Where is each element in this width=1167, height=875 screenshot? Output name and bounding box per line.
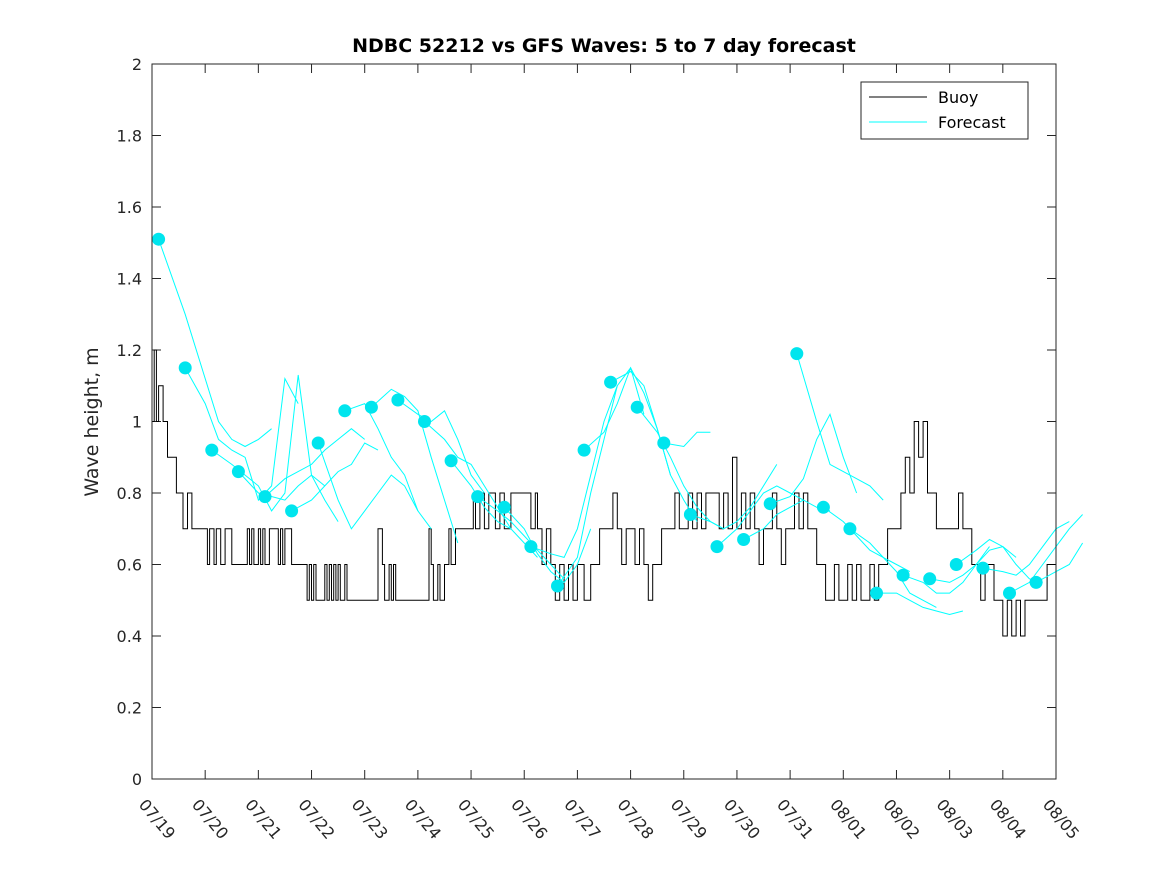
- legend-buoy-label: Buoy: [938, 88, 978, 107]
- forecast-line: [849, 528, 937, 608]
- forecast-line: [450, 460, 538, 558]
- forecast-marker: [1003, 586, 1016, 600]
- forecast-line: [158, 239, 272, 448]
- forecast-marker: [152, 232, 166, 246]
- forecast-line: [371, 388, 459, 544]
- forecast-line: [743, 499, 831, 540]
- forecast-marker: [870, 586, 883, 600]
- forecast-marker: [311, 436, 325, 450]
- forecast-line: [663, 431, 711, 448]
- forecast-marker: [657, 436, 671, 450]
- forecast-line: [424, 421, 512, 530]
- forecast-marker: [710, 540, 724, 554]
- forecast-line: [477, 496, 565, 580]
- forecast-line: [317, 442, 419, 530]
- forecast-marker: [763, 497, 777, 511]
- y-tick-label: 1.6: [117, 198, 142, 217]
- legend: Buoy Forecast: [860, 81, 1029, 140]
- forecast-marker: [790, 347, 804, 361]
- forecast-marker: [737, 533, 751, 546]
- forecast-line: [530, 385, 618, 558]
- forecast-marker: [444, 454, 458, 468]
- forecast-marker: [630, 400, 644, 414]
- forecast-line: [397, 399, 485, 494]
- forecast-marker: [497, 500, 511, 514]
- forecast-marker: [923, 572, 937, 586]
- forecast-marker: [285, 504, 299, 518]
- y-tick-label: 1.2: [117, 341, 142, 360]
- forecast-line: [344, 402, 432, 530]
- forecast-line: [823, 506, 911, 573]
- forecast-marker: [178, 361, 192, 375]
- buoy-series: [152, 349, 1056, 637]
- forecast-line: [716, 485, 804, 547]
- forecast-marker: [816, 500, 830, 514]
- forecast-line: [690, 464, 778, 530]
- y-tick-label: 0.6: [117, 556, 142, 575]
- forecast-line: [956, 538, 1043, 583]
- forecast-marker: [258, 490, 272, 504]
- forecast-line: [238, 471, 339, 522]
- buoy-line: [152, 349, 1056, 637]
- y-tick-label: 0.2: [117, 699, 142, 718]
- forecast-line: [876, 592, 964, 616]
- forecast-marker: [364, 400, 378, 414]
- forecast-line: [264, 428, 366, 497]
- forecast-marker: [391, 393, 405, 407]
- legend-box: [860, 81, 1029, 140]
- forecast-marker: [231, 465, 245, 479]
- forecast-line: [1009, 514, 1083, 594]
- forecast-line: [291, 442, 379, 512]
- forecast-line: [796, 353, 884, 501]
- chart-title: NDBC 52212 vs GFS Waves: 5 to 7 day fore…: [352, 35, 856, 57]
- forecast-marker: [577, 443, 591, 457]
- forecast-line: [610, 370, 698, 522]
- y-tick-label: 0.4: [117, 627, 142, 646]
- forecast-marker: [683, 508, 697, 521]
- forecast-marker: [338, 404, 352, 418]
- axes-box: [151, 63, 1057, 780]
- forecast-marker: [949, 558, 963, 571]
- forecast-series: [158, 239, 1084, 616]
- forecast-line: [184, 367, 299, 502]
- y-tick-label: 2: [132, 55, 142, 74]
- y-axis-label: Wave height, m: [81, 347, 103, 496]
- y-tick-label: 1.8: [117, 127, 142, 146]
- forecast-line: [1035, 542, 1084, 583]
- forecast-marker: [524, 540, 538, 554]
- forecast-line: [503, 506, 592, 584]
- legend-forecast-label: Forecast: [938, 113, 1006, 132]
- y-tick-label: 1: [132, 413, 142, 432]
- y-tick-label: 1.4: [117, 270, 142, 289]
- forecast-marker: [418, 415, 431, 428]
- forecast-marker: [604, 375, 618, 389]
- y-tick-label: 0.8: [117, 484, 142, 503]
- y-tick-label: 0: [132, 770, 142, 789]
- forecast-marker: [551, 579, 564, 593]
- forecast-line: [770, 413, 858, 505]
- forecast-marker: [843, 522, 857, 536]
- forecast-marker: [976, 561, 990, 575]
- forecast-marker: [205, 443, 219, 457]
- forecast-markers: [152, 232, 1043, 600]
- forecast-marker: [471, 490, 485, 504]
- forecast-marker: [1029, 575, 1043, 589]
- forecast-marker: [896, 568, 910, 582]
